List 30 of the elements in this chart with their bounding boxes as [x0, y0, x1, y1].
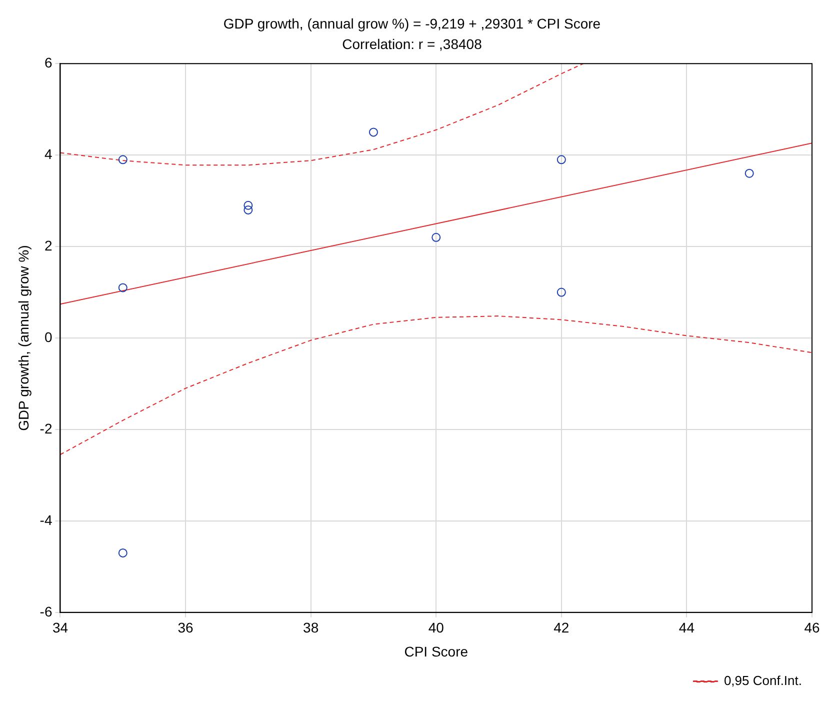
point: [244, 200, 253, 210]
x-tick-label: 36: [178, 620, 194, 636]
x-axis-title: CPI Score: [404, 643, 468, 660]
y-tick-label: -2: [40, 420, 52, 436]
x-tick-label: 34: [52, 620, 68, 636]
x-tick-label: 38: [303, 620, 319, 636]
x-tick-label: 44: [678, 620, 695, 636]
chart-subtitle: Correlation: r = ,38408: [342, 36, 482, 52]
point: [118, 283, 128, 292]
point: [118, 548, 128, 558]
y-axis-title: GDP growth, (annual grow %): [15, 245, 32, 431]
line-series: [60, 64, 584, 166]
y-tick-label: 2: [44, 237, 52, 254]
point: [432, 232, 441, 242]
y-tick-label: -6: [40, 603, 52, 620]
y-tick-label: 0: [44, 328, 52, 345]
y-tick-label: 6: [44, 54, 52, 70]
x-tick-label: 42: [554, 620, 570, 636]
chart-title: GDP growth, (annual grow %) = -9,219 + ,29301 * CPI Score: [223, 15, 601, 32]
point: [556, 288, 566, 297]
point: [244, 205, 253, 214]
point: [118, 155, 128, 164]
x-tick-label: 40: [428, 620, 444, 636]
y-tick-label: -4: [40, 512, 52, 528]
point: [556, 155, 566, 164]
point: [744, 168, 754, 178]
x-tick-label: 46: [804, 620, 820, 636]
point: [368, 128, 378, 137]
y-tick-label: 4: [44, 146, 52, 162]
legend-label: 0,95 Conf.Int.: [724, 673, 802, 688]
